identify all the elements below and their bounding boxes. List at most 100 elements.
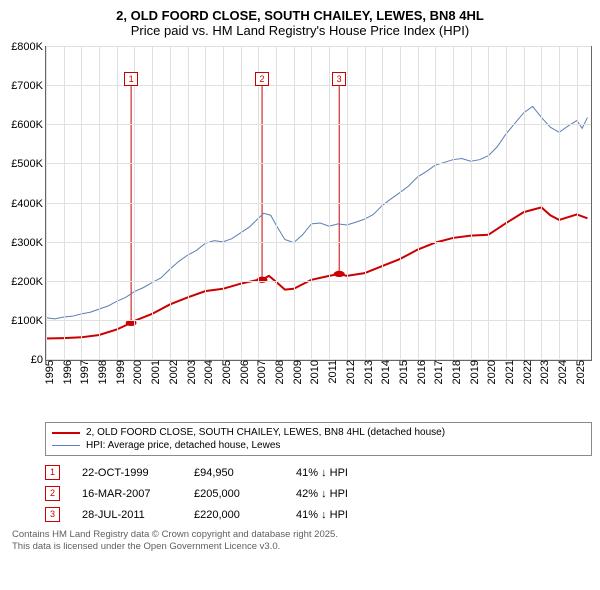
x-axis-tick: 2009 bbox=[290, 360, 304, 384]
y-axis-tick: £600K bbox=[11, 119, 46, 131]
x-axis-tick: 2011 bbox=[325, 360, 339, 384]
x-axis-tick: 2017 bbox=[431, 360, 445, 384]
gridline-v bbox=[117, 47, 118, 360]
x-axis-tick: 2025 bbox=[573, 360, 587, 384]
x-axis-tick: 2014 bbox=[378, 360, 392, 384]
gridline-h bbox=[46, 163, 591, 164]
x-axis-tick: 1996 bbox=[60, 360, 74, 384]
x-axis-tick: 2023 bbox=[537, 360, 551, 384]
gridline-v bbox=[294, 47, 295, 360]
marker-box: 2 bbox=[255, 72, 269, 86]
gridline-v bbox=[170, 47, 171, 360]
y-axis-tick: £800K bbox=[11, 41, 46, 53]
gridline-v bbox=[258, 47, 259, 360]
x-axis-tick: 2021 bbox=[502, 360, 516, 384]
transaction-diff: 42% ↓ HPI bbox=[296, 488, 376, 500]
x-axis-tick: 2020 bbox=[484, 360, 498, 384]
gridline-v bbox=[64, 47, 65, 360]
transaction-date: 28-JUL-2011 bbox=[82, 509, 172, 521]
x-axis-tick: 2018 bbox=[449, 360, 463, 384]
x-axis-tick: 2005 bbox=[219, 360, 233, 384]
gridline-v bbox=[311, 47, 312, 360]
gridline-v bbox=[329, 47, 330, 360]
transaction-row: 2 16-MAR-2007 £205,000 42% ↓ HPI bbox=[45, 483, 592, 504]
x-axis-tick: 2019 bbox=[467, 360, 481, 384]
x-axis-tick: 2004 bbox=[201, 360, 215, 384]
x-axis-tick: 1995 bbox=[42, 360, 56, 384]
footer-line-1: Contains HM Land Registry data © Crown c… bbox=[12, 529, 592, 541]
attribution-footer: Contains HM Land Registry data © Crown c… bbox=[12, 529, 592, 554]
gridline-v bbox=[435, 47, 436, 360]
x-axis-tick: 2001 bbox=[148, 360, 162, 384]
gridline-v bbox=[276, 47, 277, 360]
footer-line-2: This data is licensed under the Open Gov… bbox=[12, 541, 592, 553]
gridline-v bbox=[559, 47, 560, 360]
gridline-v bbox=[188, 47, 189, 360]
transaction-row: 1 22-OCT-1999 £94,950 41% ↓ HPI bbox=[45, 462, 592, 483]
legend-label: HPI: Average price, detached house, Lewe… bbox=[86, 440, 280, 451]
y-axis-tick: £100K bbox=[11, 315, 46, 327]
gridline-v bbox=[223, 47, 224, 360]
gridline-h bbox=[46, 242, 591, 243]
legend-row: 2, OLD FOORD CLOSE, SOUTH CHAILEY, LEWES… bbox=[52, 426, 585, 439]
x-axis-tick: 2022 bbox=[520, 360, 534, 384]
gridline-v bbox=[134, 47, 135, 360]
transactions-table: 1 22-OCT-1999 £94,950 41% ↓ HPI 2 16-MAR-2007… bbox=[45, 462, 592, 525]
gridline-h bbox=[46, 46, 591, 47]
x-axis-tick: 2010 bbox=[307, 360, 321, 384]
marker-box: 3 bbox=[332, 72, 346, 86]
gridline-v bbox=[488, 47, 489, 360]
x-axis-tick: 2016 bbox=[414, 360, 428, 384]
legend-swatch bbox=[52, 432, 80, 434]
x-axis-tick: 2008 bbox=[272, 360, 286, 384]
legend: 2, OLD FOORD CLOSE, SOUTH CHAILEY, LEWES… bbox=[45, 422, 592, 456]
legend-swatch bbox=[52, 445, 80, 446]
chart-area: £0£100K£200K£300K£400K£500K£600K£700K£80… bbox=[0, 46, 600, 416]
gridline-v bbox=[81, 47, 82, 360]
transaction-date: 22-OCT-1999 bbox=[82, 467, 172, 479]
gridline-v bbox=[382, 47, 383, 360]
series-lines bbox=[46, 47, 591, 360]
gridline-v bbox=[524, 47, 525, 360]
gridline-v bbox=[453, 47, 454, 360]
transaction-marker: 2 bbox=[45, 486, 60, 501]
gridline-h bbox=[46, 320, 591, 321]
chart-title-address: 2, OLD FOORD CLOSE, SOUTH CHAILEY, LEWES… bbox=[4, 8, 596, 23]
gridline-v bbox=[241, 47, 242, 360]
transaction-marker: 1 bbox=[45, 465, 60, 480]
gridline-h bbox=[46, 203, 591, 204]
gridline-v bbox=[205, 47, 206, 360]
x-axis-tick: 2007 bbox=[254, 360, 268, 384]
y-axis-tick: £200K bbox=[11, 276, 46, 288]
gridline-h bbox=[46, 124, 591, 125]
plot-region: £0£100K£200K£300K£400K£500K£600K£700K£80… bbox=[45, 46, 592, 361]
gridline-v bbox=[506, 47, 507, 360]
transaction-diff: 41% ↓ HPI bbox=[296, 467, 376, 479]
x-axis-tick: 2024 bbox=[555, 360, 569, 384]
marker-box: 1 bbox=[124, 72, 138, 86]
gridline-v bbox=[541, 47, 542, 360]
gridline-v bbox=[347, 47, 348, 360]
chart-title-subtitle: Price paid vs. HM Land Registry's House … bbox=[4, 23, 596, 38]
x-axis-tick: 1999 bbox=[113, 360, 127, 384]
x-axis-tick: 2000 bbox=[130, 360, 144, 384]
y-axis-tick: £400K bbox=[11, 198, 46, 210]
gridline-v bbox=[400, 47, 401, 360]
transaction-row: 328-JUL-2011£220,00041% ↓ HPI bbox=[45, 504, 592, 525]
x-axis-tick: 1998 bbox=[95, 360, 109, 384]
gridline-v bbox=[471, 47, 472, 360]
transaction-date: 16-MAR-2007 bbox=[82, 488, 172, 500]
y-axis-tick: £700K bbox=[11, 80, 46, 92]
x-axis-tick: 2003 bbox=[184, 360, 198, 384]
transaction-price: £205,000 bbox=[194, 488, 274, 500]
gridline-v bbox=[99, 47, 100, 360]
transaction-price: £220,000 bbox=[194, 509, 274, 521]
x-axis-tick: 1997 bbox=[77, 360, 91, 384]
gridline-v bbox=[577, 47, 578, 360]
x-axis-tick: 2015 bbox=[396, 360, 410, 384]
x-axis-tick: 2002 bbox=[166, 360, 180, 384]
gridline-v bbox=[365, 47, 366, 360]
y-axis-tick: £300K bbox=[11, 237, 46, 249]
gridline-v bbox=[152, 47, 153, 360]
transaction-price: £94,950 bbox=[194, 467, 274, 479]
